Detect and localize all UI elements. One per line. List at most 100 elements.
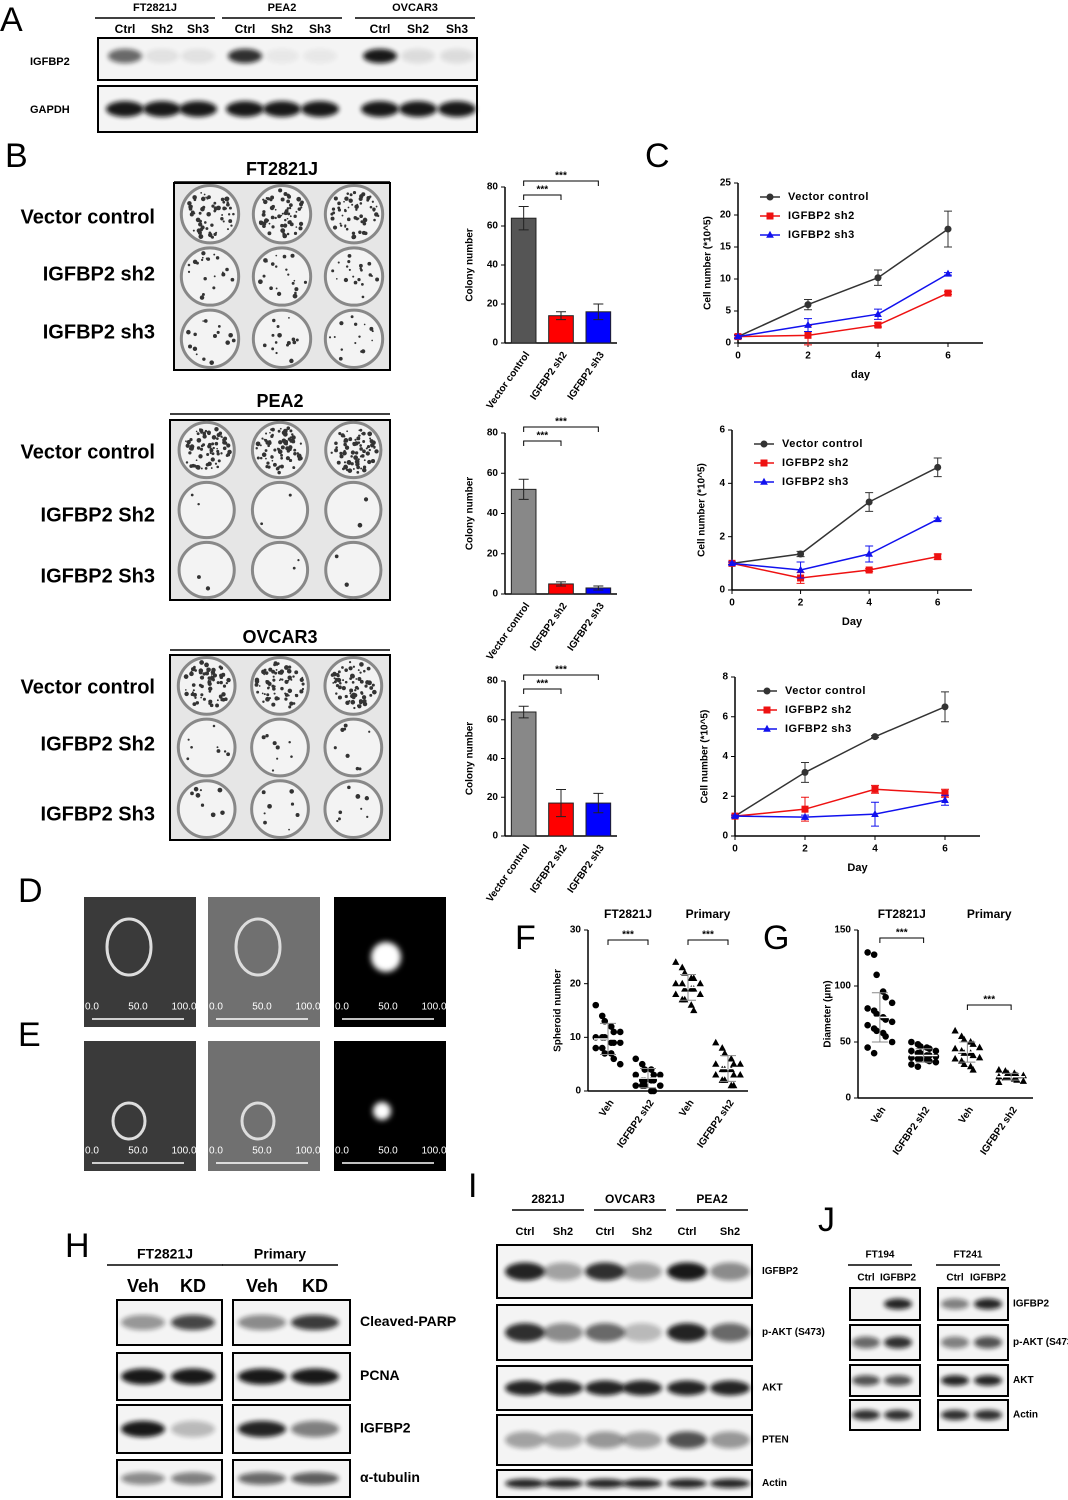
label: 50.0 <box>252 1002 272 1013</box>
colony <box>285 268 288 271</box>
colony <box>225 340 230 345</box>
label: IGFBP2 sh2 <box>785 704 852 716</box>
sd-bar <box>600 1022 616 1056</box>
blot-band <box>884 1298 912 1310</box>
blot-band <box>974 1375 1002 1386</box>
well <box>250 540 310 600</box>
colony <box>365 451 370 456</box>
marker <box>951 1054 959 1062</box>
colony <box>279 669 285 674</box>
label: 0 <box>575 1086 581 1097</box>
colony <box>276 291 282 297</box>
colony <box>270 195 275 200</box>
colony <box>200 696 202 699</box>
colony <box>344 225 347 228</box>
colony <box>353 322 358 326</box>
colony <box>280 456 283 460</box>
label: AKT <box>762 1383 783 1394</box>
colony <box>288 493 292 497</box>
colony <box>284 665 289 670</box>
label: FT2821J <box>137 1246 193 1262</box>
colony <box>210 457 215 462</box>
colony <box>258 220 263 224</box>
colony <box>190 791 194 796</box>
colony <box>288 445 293 450</box>
marker <box>960 1060 968 1068</box>
colony <box>366 198 369 201</box>
colony <box>198 454 203 459</box>
marker <box>610 1039 618 1046</box>
colony <box>295 210 298 213</box>
colony <box>212 724 216 728</box>
blot-band <box>291 1420 339 1438</box>
colony <box>196 437 202 443</box>
well <box>177 480 236 540</box>
colony <box>336 819 339 823</box>
colony <box>195 430 198 433</box>
colony <box>271 684 275 688</box>
colony <box>193 332 197 337</box>
colony <box>261 692 264 695</box>
colony <box>267 440 272 446</box>
series-line <box>731 518 939 571</box>
colony <box>262 210 266 214</box>
label: Actin <box>762 1478 787 1489</box>
colony <box>288 671 291 674</box>
colony <box>371 339 373 342</box>
colony <box>344 680 348 684</box>
label: OVCAR3 <box>605 1192 655 1206</box>
colony <box>189 444 195 449</box>
colony <box>280 197 285 202</box>
significance-bracket <box>523 674 599 680</box>
panel-label: A <box>0 1 23 39</box>
colony <box>276 757 279 760</box>
marker <box>650 1071 658 1079</box>
label: 10 <box>570 1032 582 1043</box>
blot-band <box>179 101 217 117</box>
colony <box>293 448 297 452</box>
label: Ctrl <box>516 1226 535 1238</box>
colony <box>330 216 335 221</box>
label: p-AKT (S473) <box>1013 1337 1068 1348</box>
colony <box>361 431 366 436</box>
label: KD <box>180 1276 206 1296</box>
colony <box>339 321 344 326</box>
colony <box>339 224 343 227</box>
colony <box>222 200 226 204</box>
blot-band <box>585 1431 625 1449</box>
label: IGFBP2 sh2 <box>528 843 569 896</box>
colony <box>214 441 219 446</box>
colony <box>332 211 336 215</box>
blot-band <box>622 1380 662 1396</box>
colony <box>263 820 267 825</box>
colony <box>331 207 336 211</box>
colony <box>284 697 288 701</box>
colony <box>195 701 200 705</box>
sd-bar <box>1003 1072 1020 1081</box>
colony <box>346 430 349 433</box>
label: 0 <box>722 831 728 842</box>
colony <box>274 265 278 268</box>
colony <box>360 467 363 470</box>
colony <box>355 462 360 467</box>
colony <box>277 214 282 219</box>
well <box>176 779 237 840</box>
colony <box>301 676 304 679</box>
colony <box>187 270 191 274</box>
colony <box>199 295 205 300</box>
label: FT194 <box>866 1250 895 1261</box>
label: IGFBP2 sh2 <box>891 1105 932 1158</box>
colony <box>216 452 220 456</box>
label: *** <box>983 995 995 1006</box>
marker <box>696 979 704 987</box>
label: 4 <box>875 351 881 362</box>
colony <box>262 198 265 201</box>
blot-band <box>710 1478 750 1489</box>
colony <box>367 196 370 199</box>
colony <box>223 750 227 753</box>
blot-band <box>543 1478 583 1489</box>
label: 100.0 <box>295 1002 320 1013</box>
colony <box>273 661 278 666</box>
colony <box>343 435 346 438</box>
colony <box>340 348 344 351</box>
